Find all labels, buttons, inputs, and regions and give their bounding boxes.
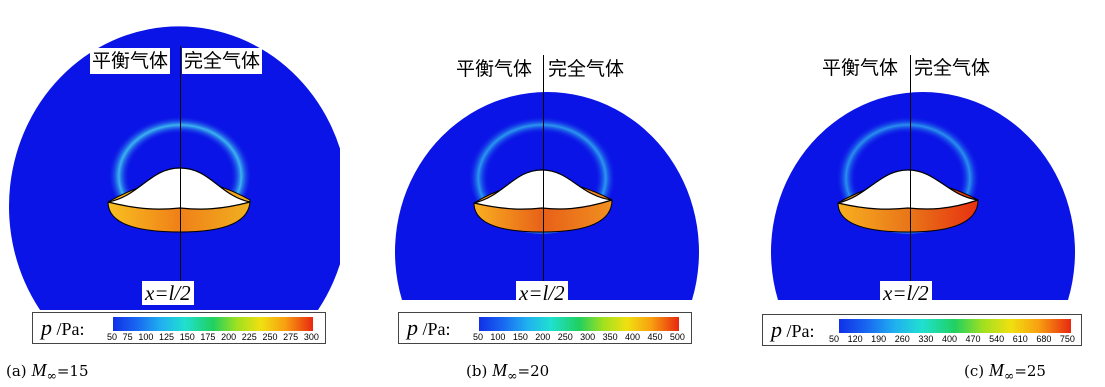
label-equilibrium-gas-c: 平衡气体 (820, 55, 901, 81)
label-perfect-gas-c: 完全气体 (912, 55, 993, 81)
colorbar-legend-b: p /Pa: 50 100 150 200 250 300 350 400 450 500 (398, 312, 692, 344)
legend-title-a: p /Pa: (41, 315, 85, 340)
position-label-b: x=l/2 (516, 281, 568, 305)
legend-title-b: p /Pa: (407, 315, 451, 340)
caption-a: (a) M∞=15 (6, 360, 89, 383)
colorbar-b (479, 317, 679, 331)
label-equilibrium-gas-b: 平衡气体 (454, 56, 535, 82)
panel-b: 平衡气体 完全气体 x=l/2 p /Pa: 50 100 150 200 250 300… (380, 0, 720, 387)
caption-c: (c) M∞=25 (964, 360, 1046, 383)
position-label-a: x=l/2 (142, 281, 194, 305)
panel-c: 平衡气体 完全气体 x=l/2 p /Pa: 50 120 190 260 330 400… (750, 0, 1090, 387)
symmetry-line-a (180, 46, 181, 302)
legend-title-c: p /Pa: (771, 317, 815, 342)
label-perfect-gas-a: 完全气体 (182, 48, 263, 74)
colorbar-ticks-b: 50 100 150 200 250 300 350 400 450 500 (473, 332, 685, 342)
colorbar-legend-a: p /Pa: 50 75 100 125 150 175 200 225 250 275 300 (32, 312, 326, 344)
colorbar-legend-c: p /Pa: 50 120 190 260 330 400 470 540 610 680 750 (762, 314, 1082, 346)
caption-b: (b) M∞=20 (466, 360, 550, 383)
colorbar-ticks-a: 50 75 100 125 150 175 200 225 250 275 300 (107, 332, 319, 342)
label-perfect-gas-b: 完全气体 (546, 56, 627, 82)
label-equilibrium-gas-a: 平衡气体 (90, 48, 171, 74)
panel-a: 平衡气体 完全气体 x=l/2 p /Pa: 50 75 100 125 150 175 2… (0, 0, 340, 387)
colorbar-c (839, 319, 1071, 333)
pressure-field-b (395, 92, 699, 300)
pressure-field-a (9, 26, 340, 310)
pressure-field-c (771, 92, 1075, 300)
colorbar-ticks-c: 50 120 190 260 330 400 470 540 610 680 750 (829, 334, 1075, 344)
position-label-c: x=l/2 (880, 281, 932, 305)
symmetry-line-b (543, 55, 544, 302)
symmetry-line-c (910, 55, 911, 302)
colorbar-a (113, 317, 313, 331)
